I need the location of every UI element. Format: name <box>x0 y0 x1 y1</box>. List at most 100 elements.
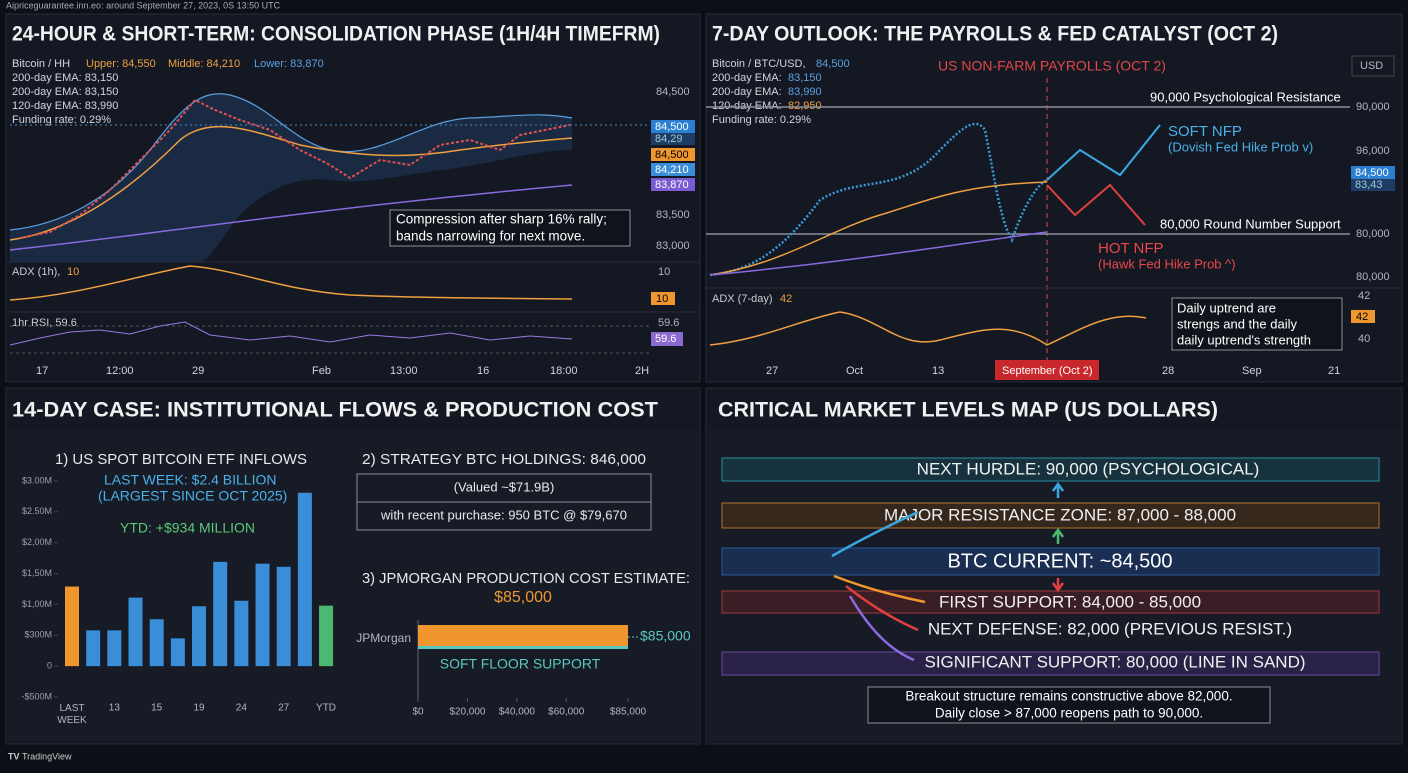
x-label: Oct <box>846 365 863 377</box>
indicator-label: ADX (7-day) <box>712 293 773 305</box>
soft-label: SOFT NFP <box>1168 123 1242 140</box>
y-tick-label: $2.50M <box>22 506 52 516</box>
note: daily uptrend's strength <box>1177 332 1311 347</box>
axis-label: 80,000 <box>1356 228 1390 240</box>
brand: TradingView <box>22 751 72 761</box>
axis-label: 90,000 <box>1356 101 1390 113</box>
legend-item: 83,990 <box>788 86 822 98</box>
chart-note: LAST WEEK: $2.4 BILLION <box>104 472 276 488</box>
x-tick-label: 19 <box>193 703 205 714</box>
x-tick-label: $40,000 <box>499 707 536 718</box>
ema-line <box>9 184 573 251</box>
arrow <box>845 585 919 632</box>
legend-item: Bitcoin / HH <box>12 58 70 70</box>
note: Breakout structure remains constructive … <box>905 689 1232 704</box>
ema-line <box>709 231 1048 276</box>
annotation: SOFT FLOOR SUPPORT <box>440 656 601 672</box>
badge <box>651 148 695 161</box>
arrow <box>1051 481 1065 498</box>
x-label: Sep <box>1242 365 1262 377</box>
bar <box>65 586 79 667</box>
source: Aipriceguarantee.inn.eo: around Septembe… <box>6 0 281 10</box>
axis-label: 83,000 <box>656 240 690 252</box>
level: NEXT HURDLE: 90,000 (PSYCHOLOGICAL) <box>917 459 1260 478</box>
axis-label: 59.6 <box>658 317 679 329</box>
annotation-box <box>389 209 631 247</box>
indicator-label: ADX (1h), <box>12 266 60 278</box>
chart-title: 3) JPMORGAN PRODUCTION COST ESTIMATE: <box>362 570 690 587</box>
panel-title: 14-DAY CASE: INSTITUTIONAL FLOWS & PRODU… <box>12 399 658 422</box>
level-box <box>721 457 1380 482</box>
legend-item: Lower: 83,870 <box>254 58 324 70</box>
x-label: 12:00 <box>106 365 134 377</box>
y-tick-label: -$500M <box>21 691 52 701</box>
adx-line <box>9 265 573 301</box>
badge <box>651 332 683 346</box>
table-cell: (Valued ~$71.9B) <box>454 479 555 494</box>
event-badge <box>995 360 1099 380</box>
x-label: 27 <box>766 365 778 377</box>
soft-label: (Dovish Fed Hike Prob v) <box>1168 139 1313 154</box>
badge-label: 42 <box>1356 311 1368 323</box>
bar <box>234 600 249 667</box>
x-label: 17 <box>36 365 48 377</box>
indicator-label: 1hr RSI, 59.6 <box>12 317 77 329</box>
annotation: bands narrowing for next move. <box>396 229 585 244</box>
axis-label: 80,000 <box>1356 271 1390 283</box>
y-tick-label: $2,00M <box>22 537 52 547</box>
x-axis: 27 Oct 13 September (Oct 2) 28 Sep 21 <box>766 360 1340 380</box>
x-tick-label: 13 <box>109 703 121 714</box>
bar <box>170 638 185 667</box>
x-tick-label: $20,000 <box>449 707 486 718</box>
y-tick-label: 0 <box>47 661 52 671</box>
axis-label: 84,500 <box>656 86 690 98</box>
support-label: 80,000 Round Number Support <box>1160 216 1341 231</box>
floor-line <box>418 646 628 649</box>
legend-item: Funding rate: 0.29% <box>12 114 111 126</box>
upper-band <box>9 93 573 231</box>
x-label: 16 <box>477 365 489 377</box>
legend-item: Upper: 84,550 <box>86 58 156 70</box>
arrows <box>831 481 1065 662</box>
adx-line <box>709 311 1147 346</box>
chart-title: 1) US SPOT BITCOIN ETF INFLOWS <box>55 451 307 468</box>
badge-label: 84,500 <box>655 121 689 133</box>
x-label: Feb <box>312 365 331 377</box>
badge-label: 83,870 <box>655 179 689 191</box>
level-box <box>721 590 1380 614</box>
hot-label: HOT NFP <box>1098 240 1164 257</box>
legend-item: Middle: 84,210 <box>168 58 240 70</box>
x-axis: 17 12:00 29 Feb 13:00 16 18:00 2H <box>36 365 649 377</box>
axis-label: 10 <box>658 266 670 278</box>
arrow <box>1051 578 1065 593</box>
hot-label: (Hawk Fed Hike Prob ^) <box>1098 256 1236 271</box>
bar <box>86 630 101 667</box>
bar <box>276 566 291 667</box>
level: NEXT DEFENSE: 82,000 (PREVIOUS RESIST.) <box>928 619 1292 638</box>
axis-label: 83,500 <box>656 209 690 221</box>
x-label: 2H <box>635 365 649 377</box>
note-box <box>1171 297 1343 351</box>
badge-label: 84,29 <box>655 133 683 145</box>
arrow <box>831 510 919 558</box>
panel-title: 7-DAY OUTLOOK: THE PAYROLLS & FED CATALY… <box>712 23 1278 46</box>
x-tick-label: 24 <box>236 703 248 714</box>
level: FIRST SUPPORT: 84,000 - 85,000 <box>939 592 1201 611</box>
level: SIGNIFICANT SUPPORT: 80,000 (LINE IN SAN… <box>924 652 1305 671</box>
level-box <box>721 547 1380 576</box>
currency-box <box>1351 55 1395 77</box>
panel-title: CRITICAL MARKET LEVELS MAP (US DOLLARS) <box>718 399 1218 422</box>
badge <box>651 178 695 191</box>
y-tick-label: $1,00M <box>22 599 52 609</box>
badge <box>651 292 675 305</box>
legend: Bitcoin / BTC/USD, 84,500 200-day EMA: 8… <box>712 58 850 126</box>
x-label: 21 <box>1328 365 1340 377</box>
ema-line <box>709 181 1048 276</box>
x-label: 18:00 <box>550 365 578 377</box>
value-label: $85,000 <box>640 628 691 644</box>
chart-note: (LARGEST SINCE OCT 2025) <box>98 488 287 504</box>
x-tick-label: $60,000 <box>548 707 585 718</box>
resistance-label: 90,000 Psychological Resistance <box>1150 89 1341 104</box>
badge <box>651 163 695 176</box>
badge-label: 10 <box>656 293 668 305</box>
